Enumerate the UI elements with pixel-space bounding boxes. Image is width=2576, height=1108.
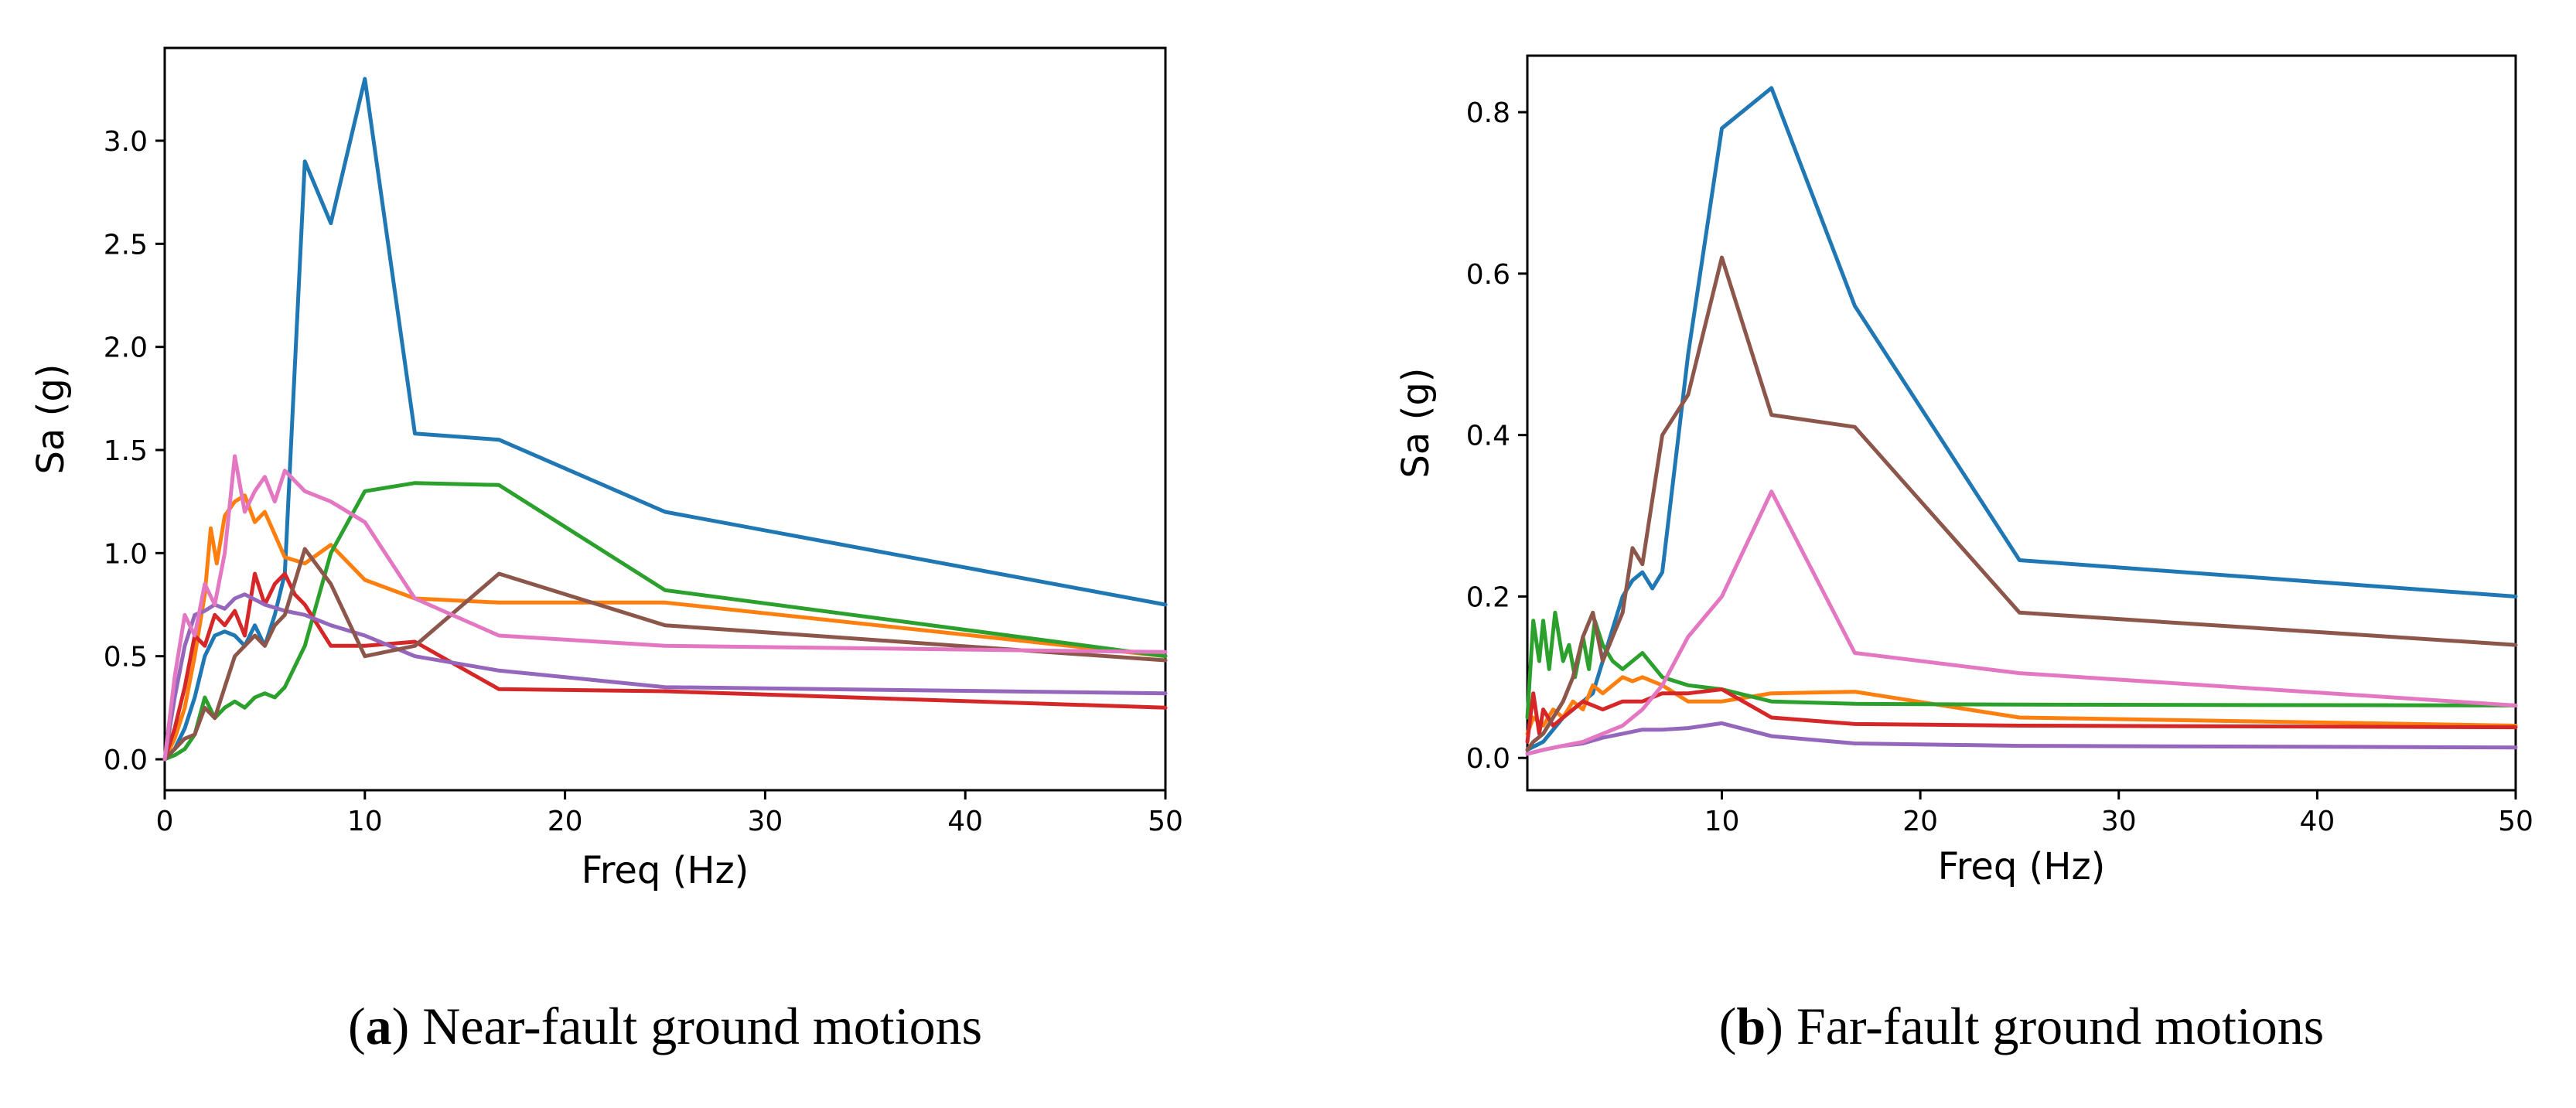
y-tick-label-b-4: 0.8 xyxy=(1466,97,1510,129)
y-tick-label-b-0: 0.0 xyxy=(1466,743,1510,775)
caption-text-b: Far-fault ground motions xyxy=(1796,997,2324,1055)
series-group-b xyxy=(1525,86,2518,756)
caption-b: (b) Far-fault ground motions xyxy=(1719,997,2324,1055)
series-line-b-pink xyxy=(1525,489,2518,756)
series-line-a-orange xyxy=(162,493,1168,762)
x-tick-label-a-1: 10 xyxy=(347,806,383,837)
axis-ticks-b: 10 20 30 40 50 0.0 0.2 0.4 0.6 0.8 xyxy=(1466,97,2533,837)
y-tick-label-a-1: 0.5 xyxy=(104,642,148,673)
x-tick-label-b-4: 50 xyxy=(2498,806,2533,837)
series-line-a-pink xyxy=(162,454,1168,762)
x-axis-label-a: Freq (Hz) xyxy=(582,849,749,892)
series-line-b-brown xyxy=(1525,255,2518,752)
y-tick-label-a-3: 1.5 xyxy=(104,435,148,467)
panel-far-fault: 10 20 30 40 50 0.0 0.2 0.4 0.6 0.8 Freq (Hz) Sa (… xyxy=(1394,54,2533,1055)
series-line-b-red xyxy=(1525,687,2518,744)
series-line-b-blue xyxy=(1525,86,2518,752)
axis-ticks-a: 0 10 20 30 40 50 0.0 0.5 1.0 1.5 2.0 2.5 3.0 xyxy=(104,126,1183,837)
y-tick-label-b-3: 0.6 xyxy=(1466,259,1510,291)
series-line-b-green xyxy=(1525,610,2518,720)
x-tick-label-a-2: 20 xyxy=(548,806,583,837)
y-tick-label-a-6: 3.0 xyxy=(104,126,148,158)
panel-label-b: b xyxy=(1736,997,1766,1055)
x-tick-label-b-3: 40 xyxy=(2299,806,2335,837)
panel-near-fault: 0 10 20 30 40 50 0.0 0.5 1.0 1.5 2.0 2.5 3.0 Freq (H… xyxy=(29,46,1183,1055)
caption-text-a: Near-fault ground motions xyxy=(422,997,982,1055)
series-line-a-brown xyxy=(162,547,1168,762)
y-tick-label-b-1: 0.2 xyxy=(1466,581,1510,613)
x-tick-label-a-5: 50 xyxy=(1148,806,1183,837)
y-tick-label-b-2: 0.4 xyxy=(1466,421,1510,452)
x-tick-label-a-4: 40 xyxy=(947,806,983,837)
y-axis-label-a: Sa (g) xyxy=(29,363,73,474)
x-tick-label-a-0: 0 xyxy=(156,806,174,837)
plot-frame-a xyxy=(163,46,1167,792)
plot-frame-b xyxy=(1526,54,2517,792)
panel-label-a: a xyxy=(366,997,392,1055)
y-tick-label-a-2: 1.0 xyxy=(104,538,148,570)
series-line-a-purple xyxy=(162,592,1168,762)
y-tick-label-a-4: 2.0 xyxy=(104,332,148,364)
x-axis-label-b: Freq (Hz) xyxy=(1938,845,2106,888)
caption-a: (a) Near-fault ground motions xyxy=(348,997,982,1055)
x-tick-label-b-1: 20 xyxy=(1902,806,1938,837)
y-axis-label-b: Sa (g) xyxy=(1394,367,1438,478)
x-tick-label-a-3: 30 xyxy=(747,806,783,837)
series-line-a-blue xyxy=(162,77,1168,762)
x-tick-label-b-2: 30 xyxy=(2101,806,2137,837)
series-group-a xyxy=(162,77,1168,762)
y-tick-label-a-5: 2.5 xyxy=(104,229,148,261)
series-line-b-orange xyxy=(1525,675,2518,736)
y-tick-label-a-0: 0.0 xyxy=(104,745,148,776)
x-tick-label-b-0: 10 xyxy=(1704,806,1740,837)
